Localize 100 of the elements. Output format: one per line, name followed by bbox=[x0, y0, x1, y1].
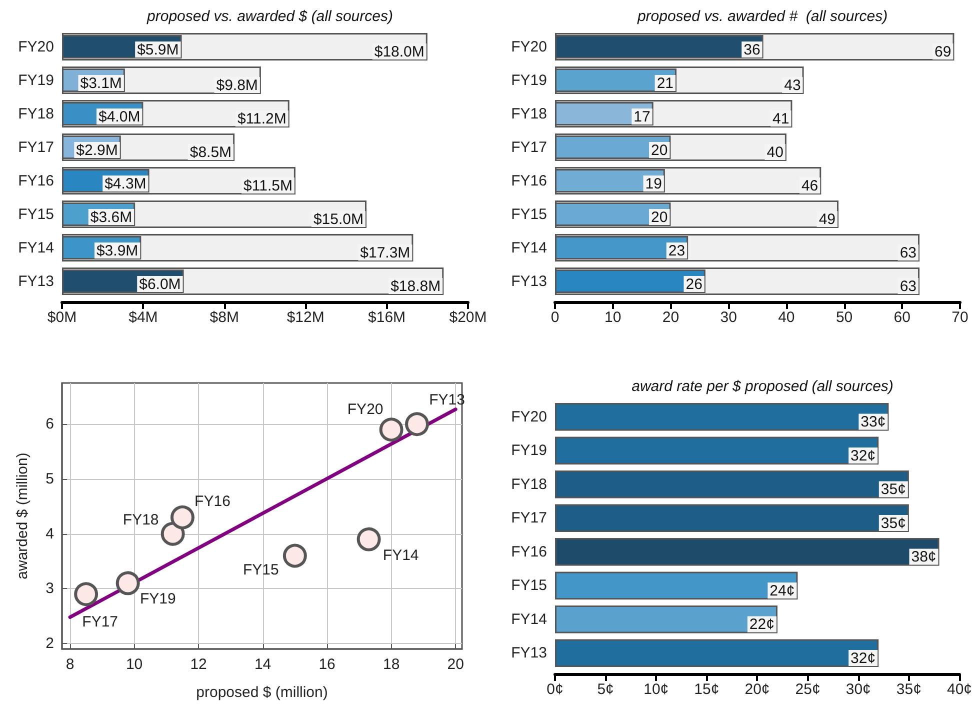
point bbox=[405, 412, 430, 436]
data-label: $8.5M bbox=[190, 144, 232, 161]
annotation: FY14 bbox=[382, 546, 419, 564]
x-tick-label: 20 bbox=[447, 656, 464, 673]
x-tick-label: 40¢ bbox=[946, 681, 972, 698]
data-label: $4.3M bbox=[104, 175, 146, 192]
data-label: $9.8M bbox=[216, 76, 258, 94]
y-tick-label: FY16 bbox=[511, 172, 547, 190]
x-tick-label: $4M bbox=[128, 309, 158, 326]
y-tick-label: 4 bbox=[46, 525, 54, 542]
data-label: 49 bbox=[818, 210, 836, 228]
chart-title: award rate per $ proposed (all sources) bbox=[632, 378, 894, 395]
x-tick-label: 20¢ bbox=[744, 681, 770, 698]
y-tick-label: 3 bbox=[46, 580, 54, 598]
data-label: $15.0M bbox=[313, 210, 364, 228]
data-label: 69 bbox=[934, 43, 952, 60]
x-tick-label: $12M bbox=[286, 309, 324, 326]
data-label: $17.3M bbox=[360, 244, 410, 262]
bar bbox=[555, 436, 879, 464]
x-tick-label: $0M bbox=[47, 309, 77, 326]
y-tick-label: FY15 bbox=[511, 577, 547, 594]
data-label: 35¢ bbox=[880, 514, 906, 532]
y-tick-label: FY13 bbox=[511, 272, 547, 290]
x-tick-label: 40 bbox=[778, 309, 795, 326]
data-label: $11.5M bbox=[244, 177, 292, 194]
x-tick-label: 25¢ bbox=[795, 681, 820, 698]
y-tick-label: FY14 bbox=[511, 239, 547, 256]
data-label: 20 bbox=[651, 208, 668, 226]
data-label: 40 bbox=[766, 144, 784, 161]
y-tick-label: FY16 bbox=[511, 543, 547, 560]
point bbox=[379, 418, 404, 442]
data-label: 35¢ bbox=[880, 481, 906, 498]
x-tick-label: 30¢ bbox=[846, 681, 871, 698]
y-tick-label: FY17 bbox=[511, 138, 547, 156]
data-label: 20 bbox=[651, 142, 668, 159]
x-tick-label: 50 bbox=[836, 309, 853, 326]
data-label: 33¢ bbox=[860, 414, 886, 431]
x-tick-label: 14 bbox=[254, 656, 272, 673]
data-label: 23 bbox=[668, 242, 686, 260]
y-tick-label: FY15 bbox=[511, 206, 547, 223]
point bbox=[282, 544, 307, 568]
data-label: 26 bbox=[686, 276, 702, 293]
bar bbox=[555, 572, 798, 600]
x-tick-label: 35¢ bbox=[896, 681, 922, 698]
x-tick-label: 60 bbox=[894, 309, 910, 326]
x-tick-label: 5¢ bbox=[597, 681, 614, 698]
y-tick-label: FY18 bbox=[511, 476, 547, 493]
x-tick-label: 18 bbox=[382, 656, 400, 673]
x-tick-label: 0 bbox=[550, 309, 560, 326]
data-label: 21 bbox=[656, 74, 674, 92]
data-label: 24¢ bbox=[770, 582, 795, 600]
bar bbox=[555, 470, 909, 498]
x-tick-label: 10¢ bbox=[644, 681, 669, 698]
data-label: $6.0M bbox=[139, 276, 181, 293]
y-tick-label: FY20 bbox=[18, 38, 54, 56]
data-label: 22¢ bbox=[749, 616, 774, 634]
annotation: FY16 bbox=[194, 492, 230, 510]
data-label: $18.0M bbox=[374, 43, 424, 60]
y-tick-label: FY13 bbox=[511, 644, 547, 662]
data-label: $4.0M bbox=[98, 108, 140, 126]
y-tick-label: 5 bbox=[46, 470, 54, 488]
x-tick-label: $16M bbox=[368, 309, 406, 326]
y-tick-label: FY16 bbox=[18, 172, 54, 190]
x-tick-label: 10 bbox=[126, 656, 143, 673]
data-label: 32¢ bbox=[850, 650, 876, 667]
data-label: $11.2M bbox=[237, 110, 286, 128]
data-label: 38¢ bbox=[911, 548, 936, 566]
data-label: $3.6M bbox=[90, 208, 132, 226]
y-tick-label: FY15 bbox=[18, 206, 54, 223]
bar bbox=[555, 639, 879, 667]
data-label: 19 bbox=[645, 175, 662, 192]
bar bbox=[555, 538, 940, 566]
y-tick-label: 2 bbox=[46, 635, 54, 652]
y-axis-title: awarded $ (million) bbox=[14, 452, 31, 580]
data-label: 43 bbox=[784, 76, 801, 94]
y-tick-label: FY19 bbox=[511, 72, 547, 89]
y-tick-label: FY18 bbox=[18, 105, 54, 122]
bar bbox=[555, 403, 889, 431]
data-label: 17 bbox=[634, 108, 650, 126]
annotation: FY18 bbox=[122, 511, 159, 528]
data-label: $3.1M bbox=[80, 74, 122, 92]
x-axis-title: proposed $ (million) bbox=[196, 684, 328, 701]
point bbox=[160, 522, 185, 546]
x-tick-label: 15¢ bbox=[694, 681, 720, 698]
x-tick-label: 12 bbox=[190, 656, 207, 673]
y-tick-label: FY20 bbox=[511, 38, 547, 56]
x-tick-label: 70 bbox=[952, 309, 968, 326]
y-tick-label: FY20 bbox=[511, 408, 547, 426]
annotation: FY17 bbox=[82, 614, 118, 631]
data-label: 46 bbox=[801, 177, 818, 194]
chart-title: proposed vs. awarded $ (all sources) bbox=[146, 8, 393, 25]
y-tick-label: FY14 bbox=[511, 610, 547, 628]
annotation: FY20 bbox=[347, 401, 384, 418]
x-tick-label: 8 bbox=[66, 656, 74, 673]
data-label: $18.8M bbox=[390, 278, 441, 295]
bar bbox=[555, 606, 778, 634]
chart-title: proposed vs. awarded # (all sources) bbox=[636, 8, 888, 25]
point bbox=[116, 571, 140, 596]
y-tick-label: FY14 bbox=[18, 239, 54, 256]
y-tick-label: FY18 bbox=[511, 105, 547, 122]
